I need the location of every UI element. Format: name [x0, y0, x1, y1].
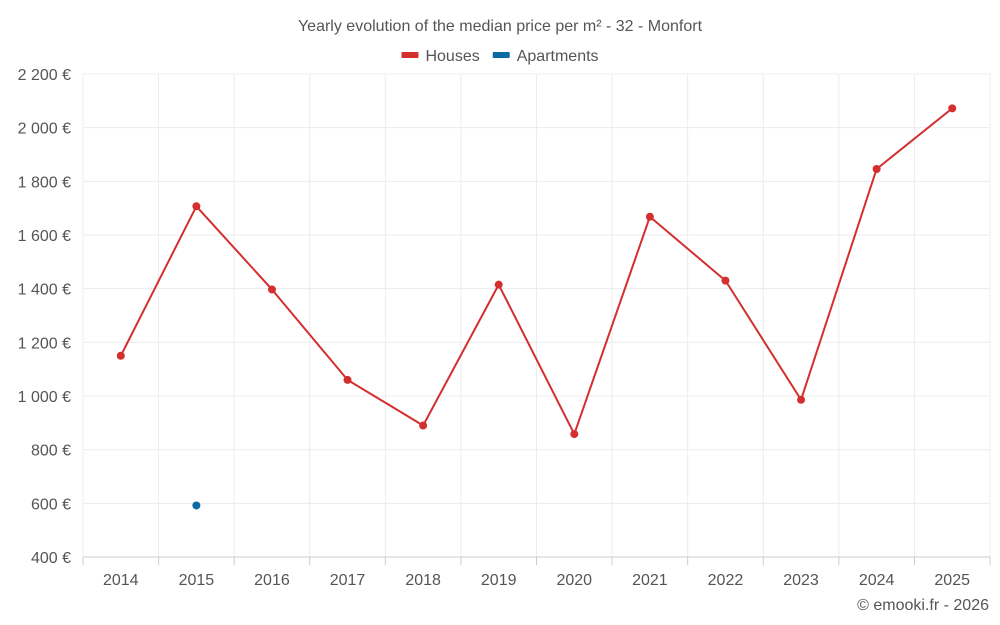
x-tick-label: 2016: [254, 572, 290, 589]
x-tick-label: 2017: [330, 572, 366, 589]
gridlines: [82, 73, 991, 558]
data-point-houses: [267, 285, 276, 294]
data-point-houses: [570, 430, 579, 439]
x-tick-label: 2023: [783, 572, 819, 589]
series-line-houses: [119, 107, 953, 436]
data-point-houses: [192, 202, 201, 211]
x-tick-label: 2019: [481, 572, 517, 589]
y-tick-label: 1 000 €: [18, 389, 71, 406]
y-tick-label: 800 €: [31, 443, 71, 460]
legend-swatch-apartments[interactable]: [492, 52, 510, 58]
x-tick-label: 2021: [632, 572, 668, 589]
data-point-houses: [116, 351, 125, 360]
x-axis-tick-labels: 2014 2015 2016 2017 2018 2019 2020 2021 2022 2023…: [103, 572, 970, 589]
data-point-houses: [343, 375, 352, 384]
credit-text: © emooki.fr - 2026: [857, 597, 989, 614]
y-tick-label: 2 000 €: [18, 121, 71, 138]
axes: [82, 556, 991, 565]
y-tick-label: 1 400 €: [18, 282, 71, 299]
data-point-houses: [494, 280, 503, 289]
x-tick-label: 2015: [179, 572, 215, 589]
legend-label-houses[interactable]: Houses: [425, 48, 479, 65]
x-tick-label: 2025: [934, 572, 970, 589]
legend: Houses Apartments: [401, 48, 599, 65]
legend-swatch-houses[interactable]: [401, 52, 419, 58]
data-point-houses: [797, 395, 806, 404]
x-tick-label: 2018: [405, 572, 441, 589]
y-tick-label: 1 600 €: [18, 228, 71, 245]
chart-title: Yearly evolution of the median price per…: [298, 18, 703, 35]
series-lines: [119, 107, 953, 436]
x-tick-label: 2024: [859, 572, 895, 589]
y-tick-label: 1 800 €: [18, 174, 71, 191]
data-point-houses: [419, 421, 428, 430]
data-point-houses: [645, 212, 654, 221]
data-point-apartments: [192, 501, 201, 510]
y-axis-tick-labels: 400 € 600 € 800 € 1 000 € 1 200 € 1 400 € 1 60…: [18, 67, 71, 567]
series-points: [116, 104, 957, 510]
x-tick-label: 2022: [708, 572, 744, 589]
y-tick-label: 1 200 €: [18, 335, 71, 352]
y-tick-label: 2 200 €: [18, 67, 71, 84]
data-point-houses: [872, 164, 881, 173]
y-tick-label: 400 €: [31, 550, 71, 567]
y-tick-label: 600 €: [31, 496, 71, 513]
data-point-houses: [721, 276, 730, 285]
legend-label-apartments[interactable]: Apartments: [517, 48, 599, 65]
x-tick-label: 2014: [103, 572, 139, 589]
data-point-houses: [948, 104, 957, 113]
x-tick-label: 2020: [556, 572, 592, 589]
